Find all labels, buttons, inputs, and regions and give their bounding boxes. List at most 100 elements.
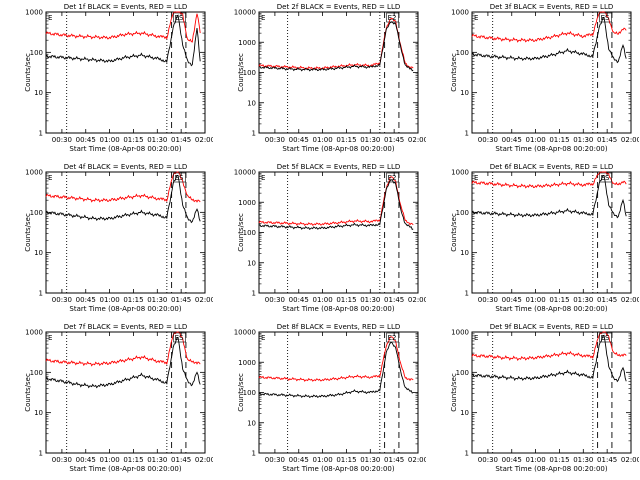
x-tick-label: 01:45 xyxy=(384,456,404,464)
annotation-box xyxy=(599,12,612,23)
y-axis-label: Counts/sec xyxy=(24,53,32,92)
y-tick-label: 1 xyxy=(39,290,43,298)
x-tick-label: 01:15 xyxy=(549,136,569,144)
x-tick-label: 00:45 xyxy=(502,296,522,304)
x-tick-label: 01:45 xyxy=(171,136,191,144)
lld-series-line xyxy=(45,11,201,43)
plot-frame xyxy=(45,11,206,134)
x-tick-label: 01:00 xyxy=(100,456,120,464)
x-tick-label: 01:15 xyxy=(336,136,356,144)
plot-frame xyxy=(258,171,419,294)
y-tick-label: 10000 xyxy=(234,329,256,337)
y-tick-label: 10 xyxy=(34,409,43,417)
y-tick-label: 1000 xyxy=(451,169,469,177)
annotation-label: E xyxy=(261,14,265,22)
x-tick-label: 01:00 xyxy=(313,296,333,304)
chart-title: Det 9f BLACK = Events, RED = LLD xyxy=(490,323,613,331)
x-tick-label: 01:45 xyxy=(384,136,404,144)
y-axis-label: Counts/sec xyxy=(24,213,32,252)
plot-frame xyxy=(471,11,632,134)
plot-frame xyxy=(45,331,206,454)
x-tick-label: 01:00 xyxy=(526,296,546,304)
events-series-line xyxy=(45,14,201,67)
y-tick-label: 10 xyxy=(34,89,43,97)
x-axis-label: Start Time (08-Apr-08 00:20:00) xyxy=(495,145,607,153)
detector-chart-8: Det 8f BLACK = Events, RED = LLD 1 10 100 10… xyxy=(234,323,426,473)
x-tick-label: 00:30 xyxy=(52,296,72,304)
y-axis-label: Counts/sec xyxy=(237,213,245,252)
annotation-label: E xyxy=(261,174,265,182)
x-tick-label: 01:15 xyxy=(336,456,356,464)
y-tick-label: 100 xyxy=(456,49,469,57)
annotation-label: ES xyxy=(175,14,184,22)
x-tick-label: 00:45 xyxy=(289,136,309,144)
x-tick-label: 02:00 xyxy=(621,456,639,464)
y-tick-label: 1000 xyxy=(25,9,43,17)
annotation-box xyxy=(173,332,186,343)
events-series-line xyxy=(45,174,201,224)
annotation-label: ES xyxy=(175,334,184,342)
x-tick-label: 01:00 xyxy=(100,136,120,144)
plot-frame xyxy=(258,11,419,134)
x-tick-label: 00:45 xyxy=(76,296,96,304)
y-tick-label: 1 xyxy=(39,130,43,138)
y-tick-label: 100 xyxy=(30,209,43,217)
x-tick-label: 01:15 xyxy=(123,136,143,144)
y-tick-label: 100 xyxy=(243,69,256,77)
y-tick-label: 100 xyxy=(243,229,256,237)
x-tick-label: 01:45 xyxy=(171,296,191,304)
x-tick-label: 01:45 xyxy=(597,136,617,144)
annotation-box xyxy=(386,12,399,23)
x-tick-label: 01:15 xyxy=(549,456,569,464)
y-tick-label: 10 xyxy=(460,249,469,257)
x-tick-label: 01:30 xyxy=(147,456,167,464)
events-series-line xyxy=(471,174,627,219)
x-tick-label: 00:45 xyxy=(289,296,309,304)
x-axis-label: Start Time (08-Apr-08 00:20:00) xyxy=(69,305,181,313)
x-tick-label: 01:00 xyxy=(100,296,120,304)
chart-title: Det 5f BLACK = Events, RED = LLD xyxy=(277,163,400,171)
lld-series-line xyxy=(471,331,627,361)
x-tick-label: 01:30 xyxy=(573,136,593,144)
annotation-label: ES xyxy=(601,14,610,22)
y-tick-label: 1 xyxy=(252,290,256,298)
annotation-label: E xyxy=(474,334,478,342)
annotation-box xyxy=(173,12,186,23)
y-tick-label: 10 xyxy=(460,89,469,97)
y-tick-label: 10 xyxy=(247,419,256,427)
x-tick-label: 01:45 xyxy=(597,456,617,464)
x-tick-label: 01:30 xyxy=(573,456,593,464)
x-tick-label: 00:30 xyxy=(265,296,285,304)
events-series-line xyxy=(258,341,414,399)
x-axis-label: Start Time (08-Apr-08 00:20:00) xyxy=(282,465,394,473)
y-tick-label: 10000 xyxy=(234,169,256,177)
x-tick-label: 02:00 xyxy=(408,136,426,144)
y-axis-label: Counts/sec xyxy=(450,53,458,92)
chart-title: Det 6f BLACK = Events, RED = LLD xyxy=(490,163,613,171)
annotation-label: E xyxy=(48,174,52,182)
events-series-line xyxy=(471,16,627,64)
plot-frame xyxy=(471,171,632,294)
events-series-line xyxy=(471,334,627,383)
detector-chart-6: Det 6f BLACK = Events, RED = LLD 1 10 100 10… xyxy=(450,163,639,313)
y-tick-label: 100 xyxy=(456,369,469,377)
y-axis-label: Counts/sec xyxy=(237,373,245,412)
plot-frame xyxy=(471,331,632,454)
y-tick-label: 1 xyxy=(465,130,469,138)
annotation-label: E2 xyxy=(388,334,397,342)
x-tick-label: 00:30 xyxy=(265,136,285,144)
lld-series-line xyxy=(45,331,201,367)
lld-series-line xyxy=(471,11,627,43)
x-tick-label: 01:15 xyxy=(123,296,143,304)
lld-series-line xyxy=(258,176,414,227)
x-tick-label: 00:45 xyxy=(502,456,522,464)
x-tick-label: 01:00 xyxy=(526,136,546,144)
x-tick-label: 01:30 xyxy=(360,136,380,144)
chart-title: Det 2f BLACK = Events, RED = LLD xyxy=(277,3,400,11)
x-axis-label: Start Time (08-Apr-08 00:20:00) xyxy=(495,465,607,473)
y-tick-label: 1000 xyxy=(238,199,256,207)
y-tick-label: 1000 xyxy=(25,329,43,337)
annotation-label: ES xyxy=(601,174,610,182)
annotation-label: E xyxy=(48,14,52,22)
